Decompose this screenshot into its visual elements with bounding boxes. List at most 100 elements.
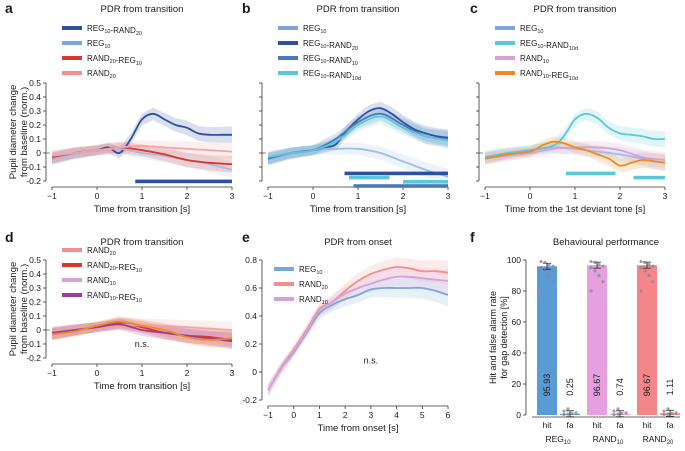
x-tick-label: −1 xyxy=(47,191,57,201)
legend-label: RAND10 xyxy=(520,54,549,65)
data-point xyxy=(597,273,601,278)
bar-value-label: 1.11 xyxy=(665,379,675,396)
panel-f: f Behavioural performance 0 20 40 60 80 100 Hit … xyxy=(470,229,680,446)
data-point xyxy=(562,409,566,413)
x-tick-label: 2 xyxy=(185,191,190,201)
x-tick-label: 3 xyxy=(663,191,668,201)
panel-title-f: Behavioural performance xyxy=(553,237,659,248)
panel-title-b: PDR from transition xyxy=(317,4,400,15)
x-axis-label-b: Time from transition [s] xyxy=(310,204,406,215)
data-point xyxy=(589,266,593,270)
y-axis-label: Pupil diameter change xyxy=(8,85,19,180)
legend-swatch xyxy=(278,71,298,75)
y-tick-label: 100 xyxy=(507,255,521,265)
bar-RAND20-hit xyxy=(637,265,657,415)
x-tick-label: −1 xyxy=(263,410,273,420)
panel-letter-d: d xyxy=(5,229,14,245)
data-point xyxy=(643,269,647,273)
legend-label: REG10 xyxy=(87,39,110,50)
significance-bar xyxy=(349,175,390,180)
data-point xyxy=(612,412,616,417)
error-band-RAND10-REG10d xyxy=(485,136,665,173)
data-point xyxy=(666,407,670,411)
x-tick-label: 2 xyxy=(401,191,406,201)
y-tick-label: -0.2 xyxy=(242,395,257,405)
data-point xyxy=(597,263,601,267)
bar-category-label: hit xyxy=(593,420,603,430)
data-point xyxy=(651,280,655,284)
y-tick-label: 0 xyxy=(36,148,41,158)
x-tick-label: 3 xyxy=(230,368,235,378)
x-tick-label: 6 xyxy=(446,410,451,420)
legend-label: REG10 xyxy=(299,265,322,276)
bar-category-label: fa xyxy=(666,420,673,430)
data-point xyxy=(639,289,643,293)
data-point xyxy=(570,411,574,416)
legend-label: RAND10 xyxy=(299,295,328,306)
y-tick-label: 0.2 xyxy=(29,297,41,307)
series-line-orange xyxy=(51,320,233,341)
x-axis-label-e: Time from onset [s] xyxy=(318,423,399,434)
panel-d: d PDR from transition -0.2 -0.1 0 0.1 0.2 0.3 0.… xyxy=(5,229,235,392)
panel-c: c PDR from transition −1 0 1 2 3 Time from the … xyxy=(470,0,668,215)
data-point xyxy=(647,263,651,267)
bar-category-label: fa xyxy=(566,420,573,430)
panel-letter-e: e xyxy=(242,229,250,245)
data-point xyxy=(643,260,647,264)
y-tick-label: 0.1 xyxy=(29,311,41,321)
y-tick-label: 0.2 xyxy=(245,339,257,349)
panel-title-d: PDR from transition xyxy=(101,237,184,248)
legend-label: RAND20-REG10 xyxy=(87,261,142,274)
legend-swatch xyxy=(62,56,82,60)
legend-label: RAND10-REG10 xyxy=(87,291,142,304)
legend-label: RAND20 xyxy=(87,69,116,80)
bar-value-label: 0.74 xyxy=(615,378,625,396)
series-line-RAND10-REG10d xyxy=(484,140,666,167)
legend-swatch xyxy=(278,26,298,30)
panel-title-e: PDR from onset xyxy=(324,237,392,248)
error-band-RAND10 xyxy=(485,140,665,169)
data-point xyxy=(566,412,570,416)
data-point xyxy=(574,411,578,415)
significance-bar xyxy=(633,175,665,180)
y-axis-label: from baseline (norm.) xyxy=(19,264,30,354)
legend-label: RAND20 xyxy=(87,246,116,257)
legend-swatch xyxy=(62,71,82,75)
x-tick-label: 0 xyxy=(311,191,316,201)
data-point xyxy=(539,289,543,293)
y-tick-label: 0.1 xyxy=(29,134,41,144)
significance-bar xyxy=(135,179,232,184)
legend-swatch xyxy=(278,41,298,45)
x-tick-label: 1 xyxy=(573,191,578,201)
data-point xyxy=(662,412,666,417)
legend-label: RAND10 xyxy=(87,276,116,287)
legend-label: REG10 xyxy=(303,24,326,35)
bar-value-label: 0.25 xyxy=(565,378,575,396)
data-point xyxy=(589,289,593,293)
data-point xyxy=(647,273,651,278)
data-point xyxy=(674,411,678,415)
x-tick-label: 1 xyxy=(317,410,322,420)
group-label: RAND20 xyxy=(643,434,674,446)
x-tick-label: −1 xyxy=(263,191,273,201)
significance-bar xyxy=(566,171,616,176)
data-point xyxy=(670,411,674,416)
y-axis-label: for gap detection [%] xyxy=(499,296,509,379)
legend-swatch xyxy=(62,293,82,297)
data-point xyxy=(601,264,605,268)
data-point xyxy=(547,273,551,278)
y-tick-label: 40 xyxy=(512,348,522,358)
ns-annotation: n.s. xyxy=(364,356,379,366)
data-point xyxy=(551,280,555,284)
y-tick-label: -0.2 xyxy=(26,353,41,363)
bar-REG10-hit xyxy=(537,266,557,415)
error-band-orange xyxy=(52,316,232,348)
x-tick-label: 1 xyxy=(140,368,145,378)
legend-label: RAND20-REG10 xyxy=(87,54,142,67)
panel-title-a: PDR from transition xyxy=(101,4,184,15)
panel-e: e PDR from onset -0.2 0 0.2 0.4 0.6 0.8 −1 0 1 2 3 4 5… xyxy=(242,229,451,434)
y-tick-label: 0.5 xyxy=(29,78,41,88)
bar-RAND10-hit xyxy=(587,265,607,415)
data-point xyxy=(639,266,643,270)
data-point xyxy=(651,264,655,268)
